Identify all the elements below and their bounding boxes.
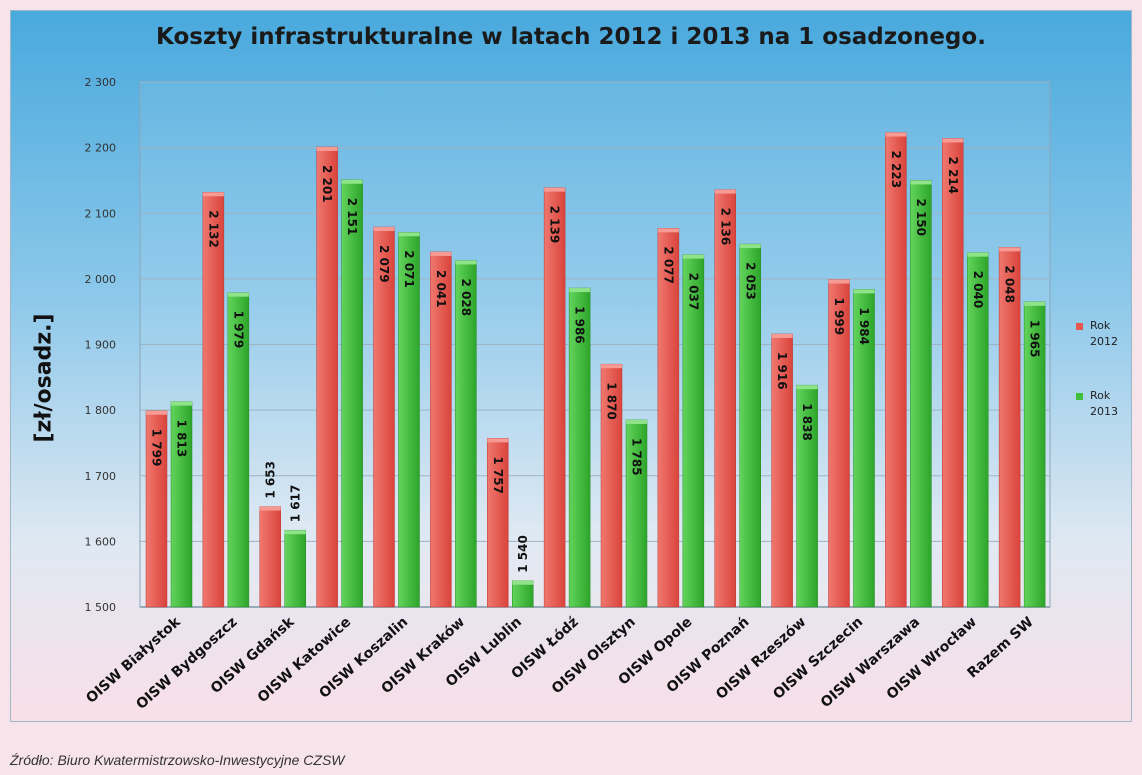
bar-2012	[543, 187, 566, 608]
bar-top	[999, 247, 1021, 252]
bar-top	[487, 438, 509, 443]
bar-top	[202, 192, 224, 197]
data-label: 2 214	[946, 156, 960, 194]
bar-top	[146, 410, 167, 415]
y-tick-label: 2 300	[85, 76, 117, 89]
y-tick-label: 2 200	[85, 142, 117, 155]
bar-top	[967, 252, 989, 257]
data-label: 2 201	[320, 165, 334, 203]
legend-swatch-2012	[1076, 323, 1083, 330]
bar-2012	[373, 226, 395, 608]
bar-2013	[284, 529, 306, 608]
data-label: 1 653	[263, 461, 277, 499]
data-label: 1 984	[857, 307, 871, 345]
y-tick-label: 1 500	[85, 601, 117, 614]
bar-2013	[398, 232, 420, 608]
bar-2012	[942, 138, 964, 608]
y-tick-label: 1 800	[85, 404, 117, 417]
data-label: 2 079	[377, 245, 391, 283]
x-tick-label: OISW Warszawa	[818, 614, 923, 711]
data-label: 2 077	[661, 246, 675, 284]
data-label: 2 071	[402, 250, 416, 288]
chart-title: Koszty infrastrukturalne w latach 2012 i…	[156, 24, 986, 50]
bar-top	[714, 189, 736, 194]
data-label: 1 540	[516, 535, 530, 573]
data-label: 1 965	[1028, 320, 1042, 358]
bar-top	[259, 506, 281, 511]
data-label: 1 979	[231, 311, 245, 349]
data-label: 1 617	[288, 485, 302, 523]
bar-2012	[714, 189, 736, 608]
legend-swatch-2013	[1076, 393, 1083, 400]
legend-label-2012: Rok 2012	[1090, 319, 1118, 348]
data-label: 2 037	[686, 273, 700, 311]
data-label: 2 223	[889, 151, 903, 189]
x-tick-label: OISW Białystok	[83, 614, 184, 707]
bar-top	[910, 180, 932, 185]
data-label: 2 151	[345, 198, 359, 236]
data-label: 1 757	[491, 456, 505, 494]
y-tick-label: 1 900	[85, 339, 117, 352]
bar-top	[657, 228, 679, 233]
bar-top	[853, 289, 875, 294]
data-label: 1 870	[605, 382, 619, 420]
data-label: 1 999	[832, 298, 846, 336]
bar-top	[316, 146, 338, 151]
data-label: 2 048	[1003, 265, 1017, 303]
bar-top	[601, 364, 622, 369]
data-label: 1 986	[573, 306, 587, 344]
data-label: 1 799	[150, 429, 164, 467]
y-tick-label: 2 100	[85, 207, 117, 220]
bar-top	[398, 232, 420, 237]
bar-top	[512, 580, 534, 585]
data-label: 2 040	[971, 271, 985, 309]
bar-top	[626, 419, 647, 424]
bar-top	[796, 385, 818, 390]
x-tick-label: OISW Katowice	[255, 614, 355, 706]
data-label: 1 785	[630, 438, 644, 476]
data-label: 2 041	[434, 270, 448, 308]
bar-top	[771, 334, 793, 338]
bar-top	[373, 227, 395, 232]
bar-top	[569, 288, 591, 293]
data-label: 2 150	[914, 198, 928, 236]
y-tick-label: 2 000	[85, 273, 117, 286]
bar-top	[885, 132, 907, 137]
bar-top	[227, 292, 249, 297]
y-tick-label: 1 600	[85, 535, 117, 548]
bar-2012	[316, 146, 338, 608]
x-tick-label: OISW Bydgoszcz	[133, 614, 240, 713]
bar-2012	[202, 192, 225, 608]
bar-top	[1024, 301, 1046, 306]
bar-top	[341, 179, 363, 184]
bar-top	[828, 279, 850, 284]
bar-2012	[885, 132, 907, 608]
data-label: 2 028	[459, 279, 473, 317]
bar-2013	[910, 180, 932, 608]
data-label: 2 136	[718, 208, 732, 246]
bar-top	[942, 138, 964, 143]
bar-2012	[259, 506, 281, 608]
data-label: 1 916	[775, 352, 789, 390]
data-label: 2 132	[206, 210, 220, 248]
bar-top	[739, 244, 761, 249]
data-label: 2 139	[548, 206, 562, 244]
legend-label-2013: Rok 2013	[1090, 389, 1118, 418]
data-label: 1 838	[800, 403, 814, 441]
bar-top	[544, 187, 566, 192]
bar-top	[284, 530, 306, 535]
bar-top	[682, 254, 704, 259]
y-tick-label: 1 700	[85, 470, 117, 483]
data-label: 2 053	[743, 262, 757, 300]
bar-top	[171, 401, 192, 406]
bar-top	[430, 251, 452, 256]
bar-2013	[341, 179, 363, 608]
source-note: Źródło: Biuro Kwatermistrzowsko-Inwestyc…	[10, 752, 345, 768]
data-label: 1 813	[175, 420, 189, 458]
bar-top	[455, 260, 477, 265]
bar-2012	[657, 228, 680, 608]
